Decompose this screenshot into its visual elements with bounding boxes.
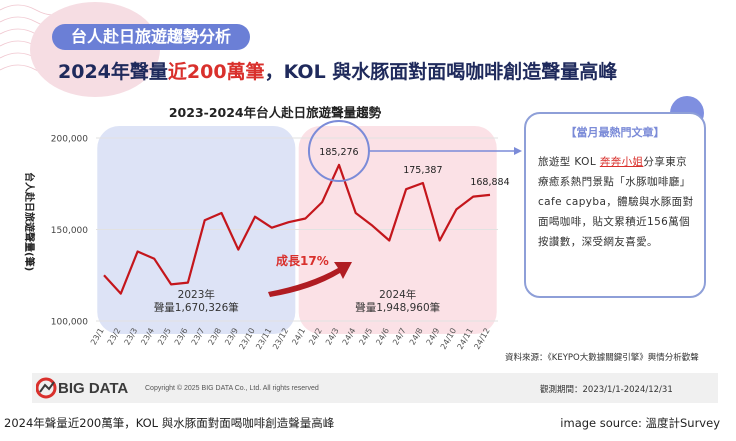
callout-title: 【當月最熱門文章】 (565, 126, 665, 139)
callout-body: 旅遊型 KOL 奔奔小姐分享東京療癒系熱門景點「水豚咖啡廳」cafe capyb… (538, 152, 694, 252)
y-tick-label: 100,000 (51, 318, 88, 328)
callout-text-end: 分享東京療癒系熱門景點「水豚咖啡廳」cafe capyba，體驗與水豚面對面喝咖… (538, 156, 694, 248)
copyright: Copyright © 2025 BIG DATA Co., Ltd. All … (145, 385, 319, 392)
logo-text: BIG DATA (58, 380, 129, 397)
image-source: image source: 溫度計Survey (560, 416, 720, 430)
series-line (103, 163, 491, 295)
callout-connector-arrow (514, 146, 522, 155)
image-caption: 2024年聲量近200萬筆，KOL 與水豚面對面喝咖啡創造聲量高峰 (4, 416, 335, 430)
point-value-label: 185,276 (319, 147, 358, 158)
bigdata-logo-icon (36, 377, 57, 399)
hot-article-callout: 【當月最熱門文章】 旅遊型 KOL 奔奔小姐分享東京療癒系熱門景點「水豚咖啡廳」… (524, 112, 706, 298)
chart-title: 2023-2024年台人赴日旅遊聲量趨勢 (168, 105, 382, 120)
x-tick-label: 23/1 (89, 327, 106, 347)
headline-highlight: 近200萬筆 (167, 61, 265, 83)
observation-period: 觀測期間：2023/1/1-2024/12/31 (540, 385, 673, 395)
point-value-label: 168,884 (470, 177, 509, 188)
y-tick-label: 200,000 (51, 135, 88, 145)
callout-text-start: 旅遊型 KOL (538, 156, 600, 168)
data-source: 資料來源：《KEYPO大數據關鍵引擎》輿情分析歡聲 (505, 353, 699, 363)
headline-part2: ，KOL 與水豚面對面喝咖啡創造聲量高峰 (264, 61, 618, 83)
growth-label: 成長17% (276, 253, 329, 268)
page-headline: 2024年聲量近200萬筆，KOL 與水豚面對面喝咖啡創造聲量高峰 (58, 57, 617, 84)
region-year-label: 2023年 (178, 288, 215, 301)
footer-bar (32, 373, 718, 403)
region-total-label: 聲量1,948,960筆 (355, 301, 440, 314)
growth-arrow (268, 262, 352, 297)
topic-pill: 台人赴日旅遊趨勢分析 (52, 24, 250, 50)
kol-name-link[interactable]: 奔奔小姐 (599, 156, 644, 168)
y-tick-label: 150,000 (51, 226, 88, 236)
y-axis-label: 台人赴日旅遊聲量(筆) (23, 172, 36, 271)
region-year-label: 2024年 (379, 288, 416, 301)
region-total-label: 聲量1,670,326筆 (154, 301, 239, 314)
x-tick-label: 24/1 (290, 327, 307, 347)
point-value-label: 175,387 (403, 165, 442, 176)
headline-part1: 2024年聲量 (58, 61, 168, 83)
